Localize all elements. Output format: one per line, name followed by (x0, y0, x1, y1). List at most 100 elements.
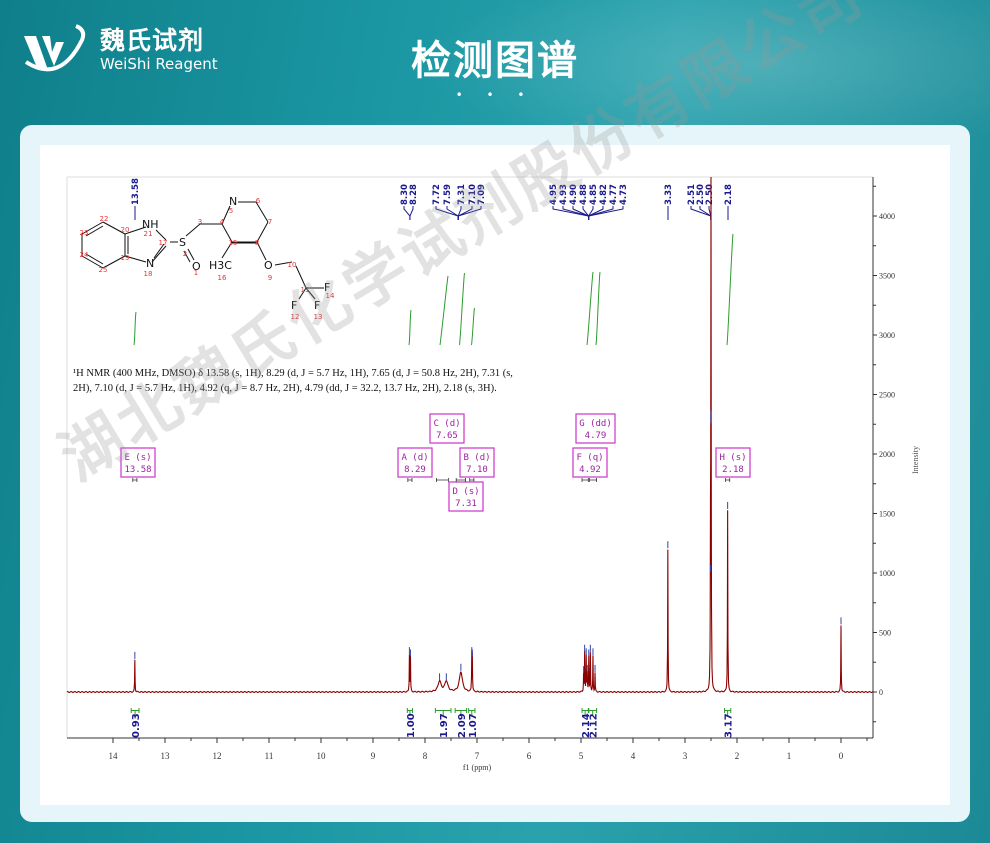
x-tick-label: 11 (265, 751, 274, 761)
bond (221, 223, 233, 243)
multiplet-box (120, 447, 156, 478)
peak-label-connector (457, 206, 482, 220)
multiplet-shift: 2.18 (722, 465, 744, 475)
integral-value: 1.07 (468, 713, 479, 738)
multiplet-label: H (s) (719, 453, 746, 463)
atom-number: 24 (80, 251, 89, 259)
multiplet-box (575, 413, 616, 444)
peak-label: 2.51 (687, 184, 697, 205)
bond (124, 226, 147, 235)
multiplet-shift: 4.79 (585, 431, 607, 441)
x-axis-label: f1 (ppm) (463, 763, 492, 772)
x-tick-label: 0 (839, 751, 844, 761)
x-tick-label: 1 (787, 751, 792, 761)
spectrum-trace (66, 176, 874, 694)
atom-number: 8 (255, 239, 259, 247)
multiplet-range (436, 478, 449, 482)
integral-value: 0.93 (131, 713, 142, 738)
atom-number: 16 (218, 274, 227, 282)
atom-label: N (146, 257, 154, 270)
multiplet-range (407, 478, 413, 482)
x-tick-label: 10 (317, 751, 327, 761)
multiplet-range (725, 478, 731, 482)
weishi-logo-icon (24, 24, 86, 72)
bond (151, 245, 167, 263)
integral-bracket (454, 708, 468, 716)
integral-bracket (468, 708, 476, 716)
peak-label: 2.50 (705, 184, 715, 205)
atom-label: F (314, 299, 320, 312)
integral-value: 2.09 (457, 713, 468, 738)
peak-label: 4.73 (619, 184, 629, 205)
peak-labels: 13.58 8.30 8.28 7.72 7.59 7.31 7.10 7.09 4.95 4.9… (131, 178, 734, 220)
atom-label: O (264, 259, 273, 272)
multiplet-label: G (dd) (579, 419, 612, 429)
y-axis-label: Intensity (911, 446, 920, 474)
multiplet-shift: 7.65 (436, 431, 458, 441)
atom-number: 5 (229, 207, 233, 215)
x-tick-label: 2 (735, 751, 740, 761)
bond (81, 255, 104, 269)
x-tick-label: 3 (683, 751, 688, 761)
logo-english-name: WeiShi Reagent (100, 55, 218, 73)
peak-label: 8.28 (409, 184, 419, 205)
peak-label: 4.90 (569, 184, 579, 205)
integral-value: 1.00 (406, 713, 417, 738)
y-tick-label: 1500 (879, 510, 895, 519)
atom-number: 22 (100, 215, 109, 223)
bond (305, 287, 316, 300)
atom-label: O (192, 260, 201, 273)
bond (124, 255, 147, 263)
bond (187, 248, 195, 261)
integral-curves (133, 233, 734, 346)
atom-number: 11 (301, 286, 310, 294)
integral-values: 0.93 1.00 1.97 2.09 1.07 2.142.12 3.17 (130, 708, 735, 738)
multiplet-shift: 8.29 (404, 465, 426, 475)
peak-label-connector (409, 206, 414, 220)
bond (274, 261, 293, 266)
atom-label: N (229, 195, 237, 208)
multiplet-label: C (d) (433, 419, 460, 429)
integral-value: 1.97 (439, 713, 450, 738)
integral-curve (471, 307, 475, 346)
peak-label-connector (562, 206, 590, 220)
multiplet-label: F (q) (576, 453, 603, 463)
multiplet-range (581, 478, 589, 482)
atom-number: 10 (288, 261, 297, 269)
integral-curve (408, 309, 412, 346)
y-tick-label: 4000 (879, 212, 895, 221)
multiplet-box (715, 447, 751, 478)
peak-label-connector (582, 206, 590, 220)
peak-label: 4.82 (599, 184, 609, 205)
y-tick-label: 2000 (879, 450, 895, 459)
bond (155, 229, 167, 241)
atom-number: 17 (159, 239, 168, 247)
bond (85, 253, 104, 265)
peak-label-connector (690, 206, 712, 220)
bond (255, 201, 269, 223)
x-tick-label: 8 (423, 751, 428, 761)
atom-number: 6 (256, 197, 261, 205)
y-tick-label: 1000 (879, 569, 895, 578)
peak-label: 2.18 (724, 184, 734, 205)
integral-bracket (434, 708, 452, 716)
peak-label: 4.85 (589, 184, 599, 205)
multiplet-boxes: E (s) 13.58 A (d) 8.29 C (d) 7.65 B (d) 7.10 D (… (120, 413, 751, 512)
atom-label: NH (142, 218, 159, 231)
x-tick-label: 13 (161, 751, 171, 761)
bond (85, 225, 104, 237)
integral-curve (595, 271, 601, 346)
multiplet-box (429, 413, 465, 444)
multiplet-box (397, 447, 433, 478)
x-tick-label: 4 (631, 751, 636, 761)
peak-label-connector (588, 206, 614, 220)
peak-label: 13.58 (131, 178, 141, 205)
bond (102, 221, 126, 235)
atom-number: 2 (183, 250, 187, 258)
bond (153, 243, 165, 259)
atom-number: 3 (198, 218, 202, 226)
integral-bracket (406, 708, 414, 716)
multiplet-box (572, 447, 608, 478)
multiplet-shift: 4.92 (579, 465, 601, 475)
